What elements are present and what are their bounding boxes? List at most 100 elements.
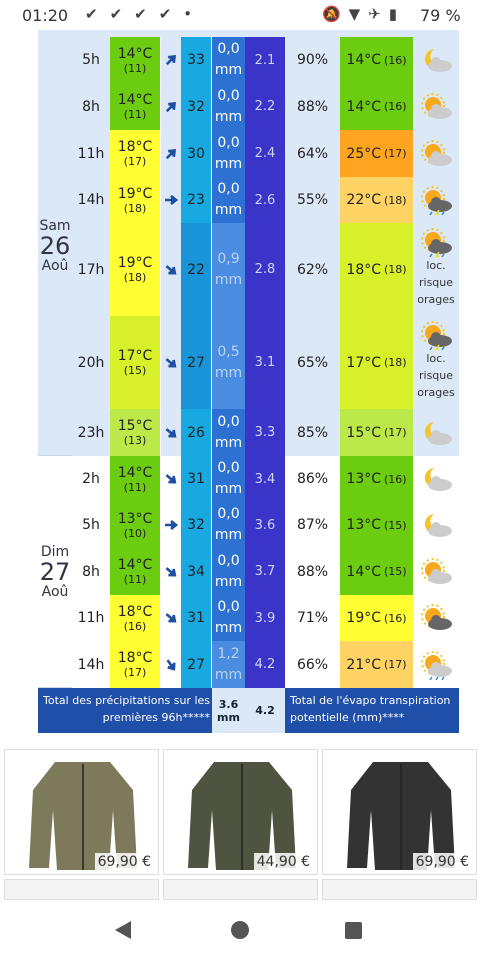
felt-value: 14°C: [346, 563, 381, 580]
product-image: [29, 762, 137, 870]
temperature: 14°C (11): [110, 83, 161, 130]
evapotranspiration: 3.4: [245, 456, 285, 502]
temp-value: 17°C: [117, 348, 153, 364]
evapotranspiration: 4.2: [245, 641, 285, 688]
forecast-row: 14h 19°C (18) 23 0,0 mm 2.6 55% 22°C (18): [72, 177, 459, 223]
felt-min: (17): [384, 658, 407, 671]
product-image: [347, 762, 455, 870]
temp-value: 18°C: [117, 139, 153, 155]
precip-total: 3.6 mm: [212, 688, 245, 733]
temperature: 18°C (16): [110, 595, 161, 641]
weather: [413, 641, 459, 688]
home-button[interactable]: [231, 921, 249, 939]
system-icons: 🔕▼✈▮: [322, 5, 406, 23]
felt-value: 22°C: [346, 192, 381, 208]
felt-min: (17): [384, 426, 407, 439]
status-bar: 01:20 ✔✔✔✔• 🔕▼✈▮ 79 %: [0, 0, 480, 30]
recents-button[interactable]: [345, 922, 362, 939]
precipitation: 0,0 mm: [212, 177, 245, 223]
temp-min: (18): [123, 271, 147, 284]
day-name: Dim: [40, 543, 70, 560]
wind-arrow: [165, 357, 177, 368]
price: 69,90 €: [412, 853, 472, 871]
precipitation: 0,5 mm: [212, 316, 245, 409]
forecast-row: 8h 14°C (11) 34 0,0 mm 3.7 88% 14°C (15): [72, 548, 459, 595]
humidity: 66%: [285, 641, 340, 688]
wind-direction: [161, 316, 181, 409]
weather: [413, 456, 459, 502]
felt-value: 13°C: [346, 471, 381, 487]
felt-temperature: 17°C (18): [340, 316, 413, 409]
felt-min: (16): [384, 611, 407, 625]
wind-speed: 22: [181, 223, 212, 316]
humidity: 86%: [285, 456, 340, 502]
weather-icon: [421, 139, 452, 166]
evapotranspiration: 2.8: [245, 223, 285, 316]
weather-note: loc. risque orages: [417, 352, 455, 399]
day-cell: Dim 27 Aoû: [38, 456, 72, 688]
humidity: 88%: [285, 548, 340, 595]
felt-min: (18): [384, 263, 407, 276]
wind-direction: [161, 223, 181, 316]
ad-card-next[interactable]: [4, 879, 159, 900]
wind-arrow: [165, 613, 177, 623]
temp-min: (11): [123, 573, 147, 586]
temperature: 18°C (17): [110, 130, 161, 177]
felt-value: 25°C: [346, 145, 381, 162]
wind-direction: [161, 502, 181, 548]
hour: 17h: [72, 223, 110, 316]
evapotranspiration: 2.1: [245, 37, 285, 83]
humidity: 62%: [285, 223, 340, 316]
humidity: 65%: [285, 316, 340, 409]
ad-card[interactable]: 69,90 €: [4, 749, 159, 875]
wind-direction: [161, 456, 181, 502]
ad-card-next[interactable]: [163, 879, 318, 900]
evapo-total: 4.2: [245, 688, 285, 733]
felt-min: (16): [384, 53, 407, 67]
wind-direction: [161, 595, 181, 641]
temp-value: 13°C: [117, 510, 153, 527]
weather-icon: [424, 421, 452, 445]
felt-value: 17°C: [346, 354, 381, 371]
hour: 8h: [72, 83, 110, 130]
weather-icon: [421, 650, 452, 680]
evapotranspiration: 2.4: [245, 130, 285, 177]
felt-value: 18°C: [346, 261, 381, 278]
weather: loc. risque orages: [413, 223, 459, 316]
ad-card[interactable]: 69,90 €: [322, 749, 477, 875]
ad-card-next[interactable]: [322, 879, 477, 900]
hour: 5h: [72, 37, 110, 83]
evapotranspiration: 3.6: [245, 502, 285, 548]
ad-card[interactable]: 44,90 €: [163, 749, 318, 875]
precipitation: 1,2 mm: [212, 641, 245, 688]
felt-temperature: 14°C (16): [340, 83, 413, 130]
humidity: 88%: [285, 83, 340, 130]
weather: [413, 595, 459, 641]
humidity: 64%: [285, 130, 340, 177]
weather-icon: [421, 557, 452, 584]
wind-speed: 30: [181, 130, 212, 177]
temp-value: 18°C: [117, 603, 153, 620]
wind-arrow: [165, 566, 177, 577]
felt-min: (18): [384, 356, 407, 369]
wind-speed: 34: [181, 548, 212, 595]
wind-arrow: [165, 264, 177, 275]
evapotranspiration: 3.7: [245, 548, 285, 595]
hour: 11h: [72, 130, 110, 177]
back-button[interactable]: [115, 921, 131, 939]
precip-total-label: Total des précipitations sur les premièr…: [43, 694, 210, 724]
felt-value: 14°C: [346, 98, 381, 115]
precipitation: 0,0 mm: [212, 548, 245, 595]
felt-min: (15): [384, 565, 407, 578]
wind-direction: [161, 37, 181, 83]
evapotranspiration: 3.1: [245, 316, 285, 409]
wind-speed: 33: [181, 37, 212, 83]
humidity: 71%: [285, 595, 340, 641]
forecast-row: 17h 19°C (18) 22 0,9 mm 2.8 62% 18°C (18) loc. ri…: [72, 223, 459, 316]
humidity: 90%: [285, 37, 340, 83]
temperature: 18°C (17): [110, 641, 161, 688]
temp-value: 18°C: [117, 650, 153, 666]
wind-arrow: [166, 658, 176, 671]
weather: [413, 83, 459, 130]
